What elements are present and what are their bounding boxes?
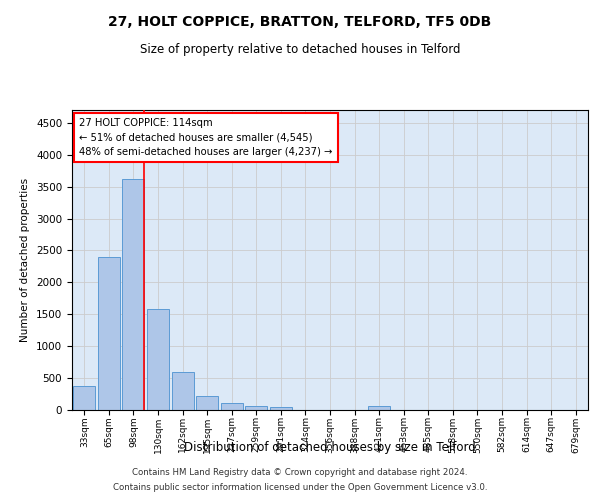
- Bar: [221, 404, 243, 410]
- Text: Contains HM Land Registry data © Crown copyright and database right 2024.: Contains HM Land Registry data © Crown c…: [132, 468, 468, 477]
- Bar: [98, 257, 120, 410]
- Text: Contains public sector information licensed under the Open Government Licence v3: Contains public sector information licen…: [113, 483, 487, 492]
- Text: Size of property relative to detached houses in Telford: Size of property relative to detached ho…: [140, 42, 460, 56]
- Bar: [172, 372, 194, 410]
- Bar: [147, 309, 169, 410]
- Bar: [245, 406, 268, 410]
- Text: Distribution of detached houses by size in Telford: Distribution of detached houses by size …: [184, 441, 476, 454]
- Bar: [196, 396, 218, 410]
- Y-axis label: Number of detached properties: Number of detached properties: [20, 178, 31, 342]
- Text: 27 HOLT COPPICE: 114sqm
← 51% of detached houses are smaller (4,545)
48% of semi: 27 HOLT COPPICE: 114sqm ← 51% of detache…: [79, 118, 333, 158]
- Text: 27, HOLT COPPICE, BRATTON, TELFORD, TF5 0DB: 27, HOLT COPPICE, BRATTON, TELFORD, TF5 …: [109, 15, 491, 29]
- Bar: [122, 179, 145, 410]
- Bar: [270, 408, 292, 410]
- Bar: [73, 386, 95, 410]
- Bar: [368, 406, 390, 410]
